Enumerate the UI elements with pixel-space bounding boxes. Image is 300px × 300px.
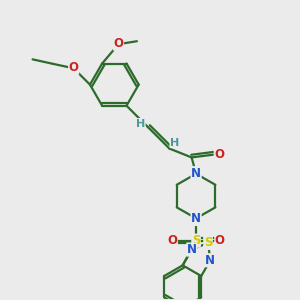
Text: S: S <box>204 236 212 249</box>
Text: H: H <box>136 118 145 129</box>
Text: O: O <box>69 61 79 74</box>
Text: N: N <box>205 254 215 267</box>
Text: H: H <box>170 138 179 148</box>
Text: O: O <box>167 234 177 247</box>
Text: O: O <box>214 148 224 161</box>
Text: N: N <box>187 243 197 256</box>
Text: O: O <box>113 37 124 50</box>
Text: N: N <box>191 167 201 180</box>
Text: N: N <box>191 212 201 226</box>
Text: S: S <box>192 234 200 247</box>
Text: O: O <box>215 234 225 247</box>
